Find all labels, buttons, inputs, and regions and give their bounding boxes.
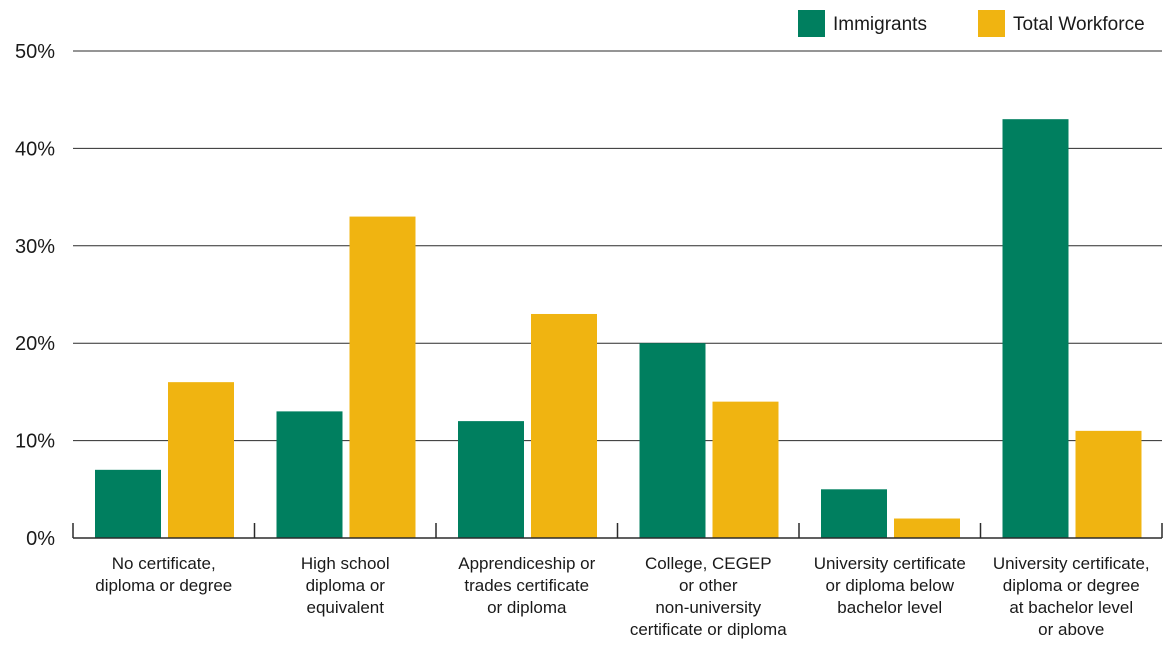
y-tick-label: 30% [15,236,55,258]
x-category-label-line: diploma or degree [1003,576,1140,595]
x-category-label-line: College, CEGEP [645,554,772,573]
x-category-label: Apprendiceship or trades certificate or di… [458,554,595,617]
x-category-label-line: non-university [655,598,761,617]
x-category-label: University certificate or diploma below ba… [814,554,966,617]
x-category-label-line: No certificate, [112,554,216,573]
bar-immigrants [276,411,343,538]
bar-total-workforce [168,382,234,538]
x-category-label: College, CEGEP or other non-university cert… [630,554,787,639]
x-category-label-line: equivalent [306,598,384,617]
x-category-label-line: or diploma [487,598,567,617]
bar-immigrants [458,421,524,538]
x-category-label-line: or above [1038,620,1104,639]
y-tick-label: 40% [15,138,55,160]
legend-label: Immigrants [833,14,927,35]
legend-swatch-total-workforce [978,10,1005,37]
x-category-label: University certificate, diploma or degree… [993,554,1150,639]
y-tick-label: 10% [15,431,55,453]
x-category-label-line: University certificate, [993,554,1150,573]
bar-total-workforce [712,401,779,538]
x-category-label-line: or diploma below [825,576,954,595]
category-labels: No certificate, diploma or degree High sch… [95,554,1149,639]
bar-immigrants [821,489,887,538]
x-category-label-line: University certificate [814,554,966,573]
bars [95,119,1142,539]
x-category-label-line: trades certificate [464,576,589,595]
legend: Immigrants Total Workforce [798,10,1145,37]
x-category-label: High school diploma or equivalent [301,554,390,617]
x-category-label-line: certificate or diploma [630,620,787,639]
bar-immigrants [95,469,161,538]
y-axis-ticks: 0% 10% 20% 30% 40% 50% [15,41,55,550]
x-category-label-line: Apprendiceship or [458,554,595,573]
x-axis [72,523,1163,539]
gridlines [73,50,1162,442]
bar-immigrants [639,343,706,538]
x-category-label: No certificate, diploma or degree [95,554,232,595]
x-category-label-line: or other [679,576,738,595]
x-category-label-line: at bachelor level [1009,598,1133,617]
legend-swatch-immigrants [798,10,825,37]
bar-total-workforce [1075,430,1142,538]
bar-immigrants [1002,119,1069,539]
y-tick-label: 50% [15,41,55,63]
x-category-label-line: High school [301,554,390,573]
legend-label: Total Workforce [1013,14,1145,35]
bar-total-workforce [531,313,597,538]
bar-total-workforce [894,518,960,538]
bar-total-workforce [349,216,416,538]
x-category-label-line: diploma or degree [95,576,232,595]
x-category-label-line: diploma or [306,576,386,595]
x-category-label-line: bachelor level [837,598,942,617]
y-tick-label: 0% [26,528,55,550]
y-tick-label: 20% [15,333,55,355]
